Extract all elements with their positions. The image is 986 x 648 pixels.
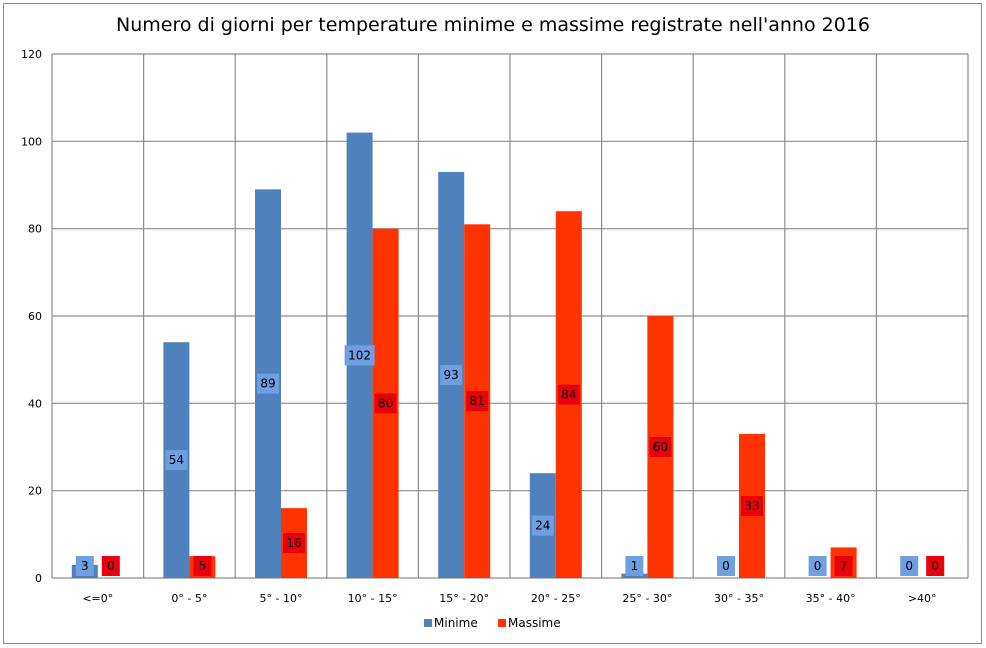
data-label-bg-massime <box>283 533 305 554</box>
x-tick-label: 10° - 15° <box>348 592 398 605</box>
data-label-bg-massime <box>466 391 489 412</box>
y-tick-label: 100 <box>21 135 42 148</box>
legend: Minime Massime <box>424 616 561 630</box>
data-label-bg-massime <box>101 556 120 576</box>
data-label-minime: 0 <box>814 559 822 573</box>
data-label-bg-minime <box>165 450 188 471</box>
bars-layer <box>71 132 857 579</box>
data-label-massime: 16 <box>286 536 301 550</box>
y-tick-label: 40 <box>28 397 42 410</box>
data-label-bg-minime <box>440 364 463 385</box>
data-label-bg-minime <box>625 556 644 576</box>
data-label-massime: 84 <box>561 388 576 402</box>
data-label-minime: 1 <box>631 559 639 573</box>
data-label-bg-minime <box>75 556 94 576</box>
data-label-bg-massime <box>557 384 580 405</box>
data-label-bg-massime <box>374 393 397 414</box>
data-label-bg-minime <box>531 515 554 536</box>
legend-label-minime: Minime <box>434 616 478 630</box>
x-tick-label: 30° - 35° <box>714 592 764 605</box>
x-tick-label: >40° <box>908 592 937 605</box>
x-tick-label: <=0° <box>82 592 113 605</box>
data-label-massime: 0 <box>931 559 939 573</box>
y-tick-label: 60 <box>28 310 42 323</box>
data-label-bg-massime <box>834 556 853 576</box>
data-label-massime: 81 <box>470 394 485 408</box>
data-label-massime: 7 <box>840 559 848 573</box>
data-label-minime: 24 <box>535 519 550 533</box>
data-label-massime: 5 <box>199 559 207 573</box>
data-label-bg-minime <box>717 556 735 576</box>
data-label-bg-minime <box>808 556 827 576</box>
data-label-minime: 89 <box>260 377 275 391</box>
x-tick-label: 15° - 20° <box>439 592 489 605</box>
data-label-bg-massime <box>649 437 672 457</box>
x-tick-label: 20° - 25° <box>531 592 581 605</box>
y-axis: 0 20 40 60 80 100 120 <box>21 48 42 585</box>
legend-swatch-massime <box>498 619 506 627</box>
y-tick-label: 0 <box>35 572 42 585</box>
data-label-massime: 0 <box>107 559 115 573</box>
data-label-minime: 3 <box>81 559 89 573</box>
x-tick-label: 25° - 30° <box>622 592 672 605</box>
data-label-bg-massime <box>741 495 763 516</box>
x-tick-label: 5° - 10° <box>260 592 303 605</box>
y-tick-label: 80 <box>28 223 42 236</box>
data-label-bg-minime <box>344 345 375 366</box>
data-label-minime: 0 <box>722 559 730 573</box>
grid-layer <box>51 53 969 579</box>
x-tick-label: 0° - 5° <box>171 592 207 605</box>
data-labels-layer: 3 0 54 5 89 16 102 80 93 81 24 84 1 60 0 33 0 7 0 0 <box>75 345 945 576</box>
data-label-massime: 33 <box>744 499 759 513</box>
legend-label-massime: Massime <box>508 616 561 630</box>
x-tick-label: 35° - 40° <box>806 592 856 605</box>
data-label-bg-massime <box>926 556 945 576</box>
chart-title: Numero di giorni per temperature minime … <box>116 14 870 36</box>
data-label-massime: 60 <box>653 440 668 454</box>
data-label-minime: 0 <box>905 559 913 573</box>
data-label-minime: 93 <box>444 368 459 382</box>
data-label-bg-minime <box>257 373 279 394</box>
x-axis: <=0° 0° - 5° 5° - 10° 10° - 15° 15° - 20° 20°… <box>82 592 936 605</box>
data-label-minime: 54 <box>169 453 184 467</box>
y-tick-label: 20 <box>28 485 42 498</box>
data-label-bg-massime <box>193 556 212 576</box>
data-label-minime: 102 <box>348 348 371 362</box>
data-label-massime: 80 <box>378 396 393 410</box>
data-label-bg-minime <box>900 556 919 576</box>
legend-swatch-minime <box>424 619 432 627</box>
y-tick-label: 120 <box>21 48 42 61</box>
